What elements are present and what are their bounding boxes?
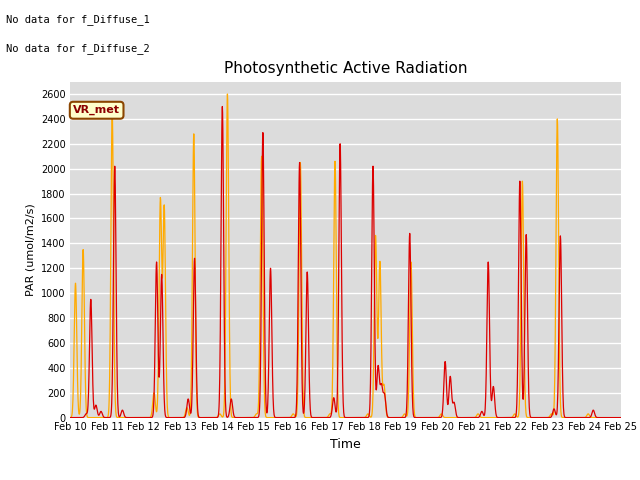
Text: No data for f_Diffuse_1: No data for f_Diffuse_1 (6, 14, 150, 25)
Text: No data for f_Diffuse_2: No data for f_Diffuse_2 (6, 43, 150, 54)
X-axis label: Time: Time (330, 438, 361, 451)
Title: Photosynthetic Active Radiation: Photosynthetic Active Radiation (224, 61, 467, 76)
Text: VR_met: VR_met (73, 105, 120, 115)
Y-axis label: PAR (umol/m2/s): PAR (umol/m2/s) (25, 203, 35, 296)
